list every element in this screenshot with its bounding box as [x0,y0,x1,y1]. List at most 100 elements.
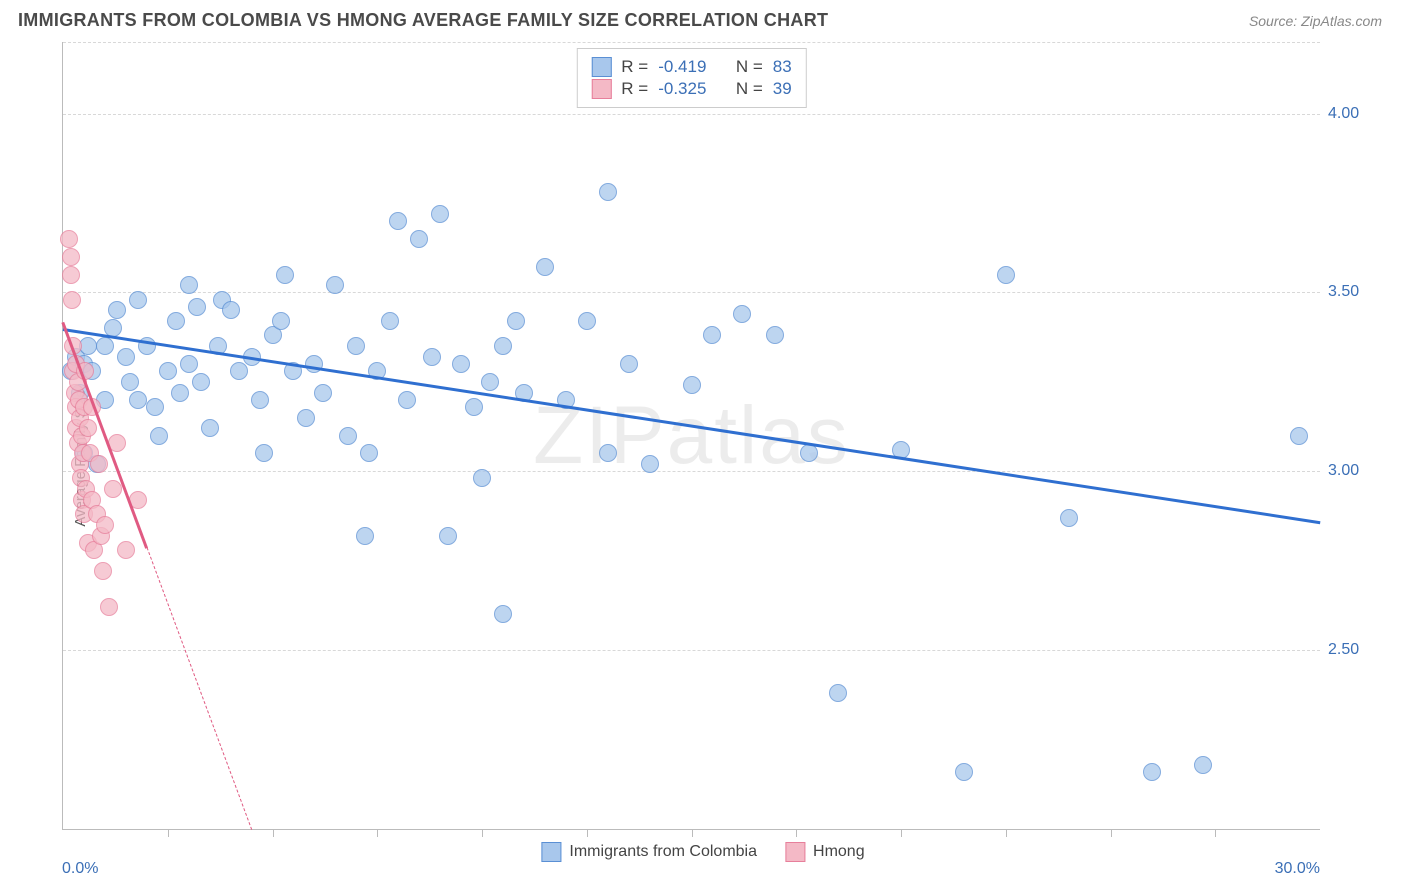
x-tick [796,829,797,837]
data-point [255,444,273,462]
data-point [188,298,206,316]
data-point [1290,427,1308,445]
r-label: R = [621,57,648,77]
series-legend: Immigrants from Colombia Hmong [541,842,864,862]
stat-row: R = -0.419 N = 83 [591,57,791,77]
plot-area: ZIPatlas R =-0.419 N =83R =-0.325 N =39 … [62,42,1320,830]
trend-line [63,328,1320,524]
chart-container: Average Family Size ZIPatlas R =-0.419 N… [18,42,1388,874]
data-point [997,266,1015,284]
data-point [339,427,357,445]
watermark: ZIPatlas [533,389,850,483]
legend-item: Immigrants from Colombia [541,842,757,862]
legend-swatch [541,842,561,862]
data-point [276,266,294,284]
x-axis-max: 30.0% [1275,860,1320,878]
source-credit: Source: ZipAtlas.com [1249,13,1382,29]
data-point [180,355,198,373]
data-point [641,455,659,473]
data-point [381,312,399,330]
data-point [494,337,512,355]
data-point [599,183,617,201]
y-tick-label: 4.00 [1328,105,1376,123]
gridline [63,292,1320,293]
data-point [251,391,269,409]
data-point [230,362,248,380]
data-point [201,419,219,437]
data-point [1194,756,1212,774]
data-point [465,398,483,416]
data-point [473,469,491,487]
stat-row: R =-0.325 N =39 [591,79,791,99]
legend-swatch [591,57,611,77]
data-point [96,337,114,355]
legend-item: Hmong [785,842,865,862]
data-point [167,312,185,330]
data-point [494,605,512,623]
data-point [104,480,122,498]
data-point [314,384,332,402]
data-point [79,419,97,437]
gridline [63,650,1320,651]
data-point [360,444,378,462]
data-point [766,326,784,344]
x-axis-min: 0.0% [62,860,98,878]
data-point [192,373,210,391]
data-point [452,355,470,373]
chart-title: IMMIGRANTS FROM COLOMBIA VS HMONG AVERAG… [18,10,828,31]
correlation-stats-box: R =-0.419 N =83R =-0.325 N =39 [576,48,806,108]
x-tick [901,829,902,837]
data-point [180,276,198,294]
n-value: 39 [773,79,792,99]
x-tick [1215,829,1216,837]
data-point [117,348,135,366]
data-point [150,427,168,445]
data-point [481,373,499,391]
data-point [955,763,973,781]
data-point [423,348,441,366]
data-point [129,291,147,309]
data-point [94,562,112,580]
gridline [63,471,1320,472]
data-point [703,326,721,344]
data-point [63,291,81,309]
data-point [159,362,177,380]
data-point [431,205,449,223]
x-tick [1006,829,1007,837]
x-tick [587,829,588,837]
n-label: N = [736,57,763,77]
data-point [398,391,416,409]
data-point [800,444,818,462]
gridline [63,42,1320,43]
x-tick [692,829,693,837]
data-point [620,355,638,373]
data-point [733,305,751,323]
data-point [100,598,118,616]
legend-swatch [591,79,611,99]
data-point [389,212,407,230]
n-label: N = [736,79,763,99]
data-point [222,301,240,319]
data-point [121,373,139,391]
data-point [90,455,108,473]
data-point [297,409,315,427]
data-point [829,684,847,702]
data-point [62,248,80,266]
data-point [1143,763,1161,781]
data-point [599,444,617,462]
y-tick-label: 2.50 [1328,641,1376,659]
data-point [683,376,701,394]
data-point [108,301,126,319]
data-point [356,527,374,545]
y-tick-label: 3.50 [1328,283,1376,301]
r-value: -0.419 [658,57,706,77]
data-point [96,516,114,534]
x-tick [1111,829,1112,837]
n-value: 83 [773,57,792,77]
x-tick [377,829,378,837]
data-point [62,266,80,284]
data-point [507,312,525,330]
data-point [439,527,457,545]
trend-line [146,547,252,830]
gridline [63,114,1320,115]
